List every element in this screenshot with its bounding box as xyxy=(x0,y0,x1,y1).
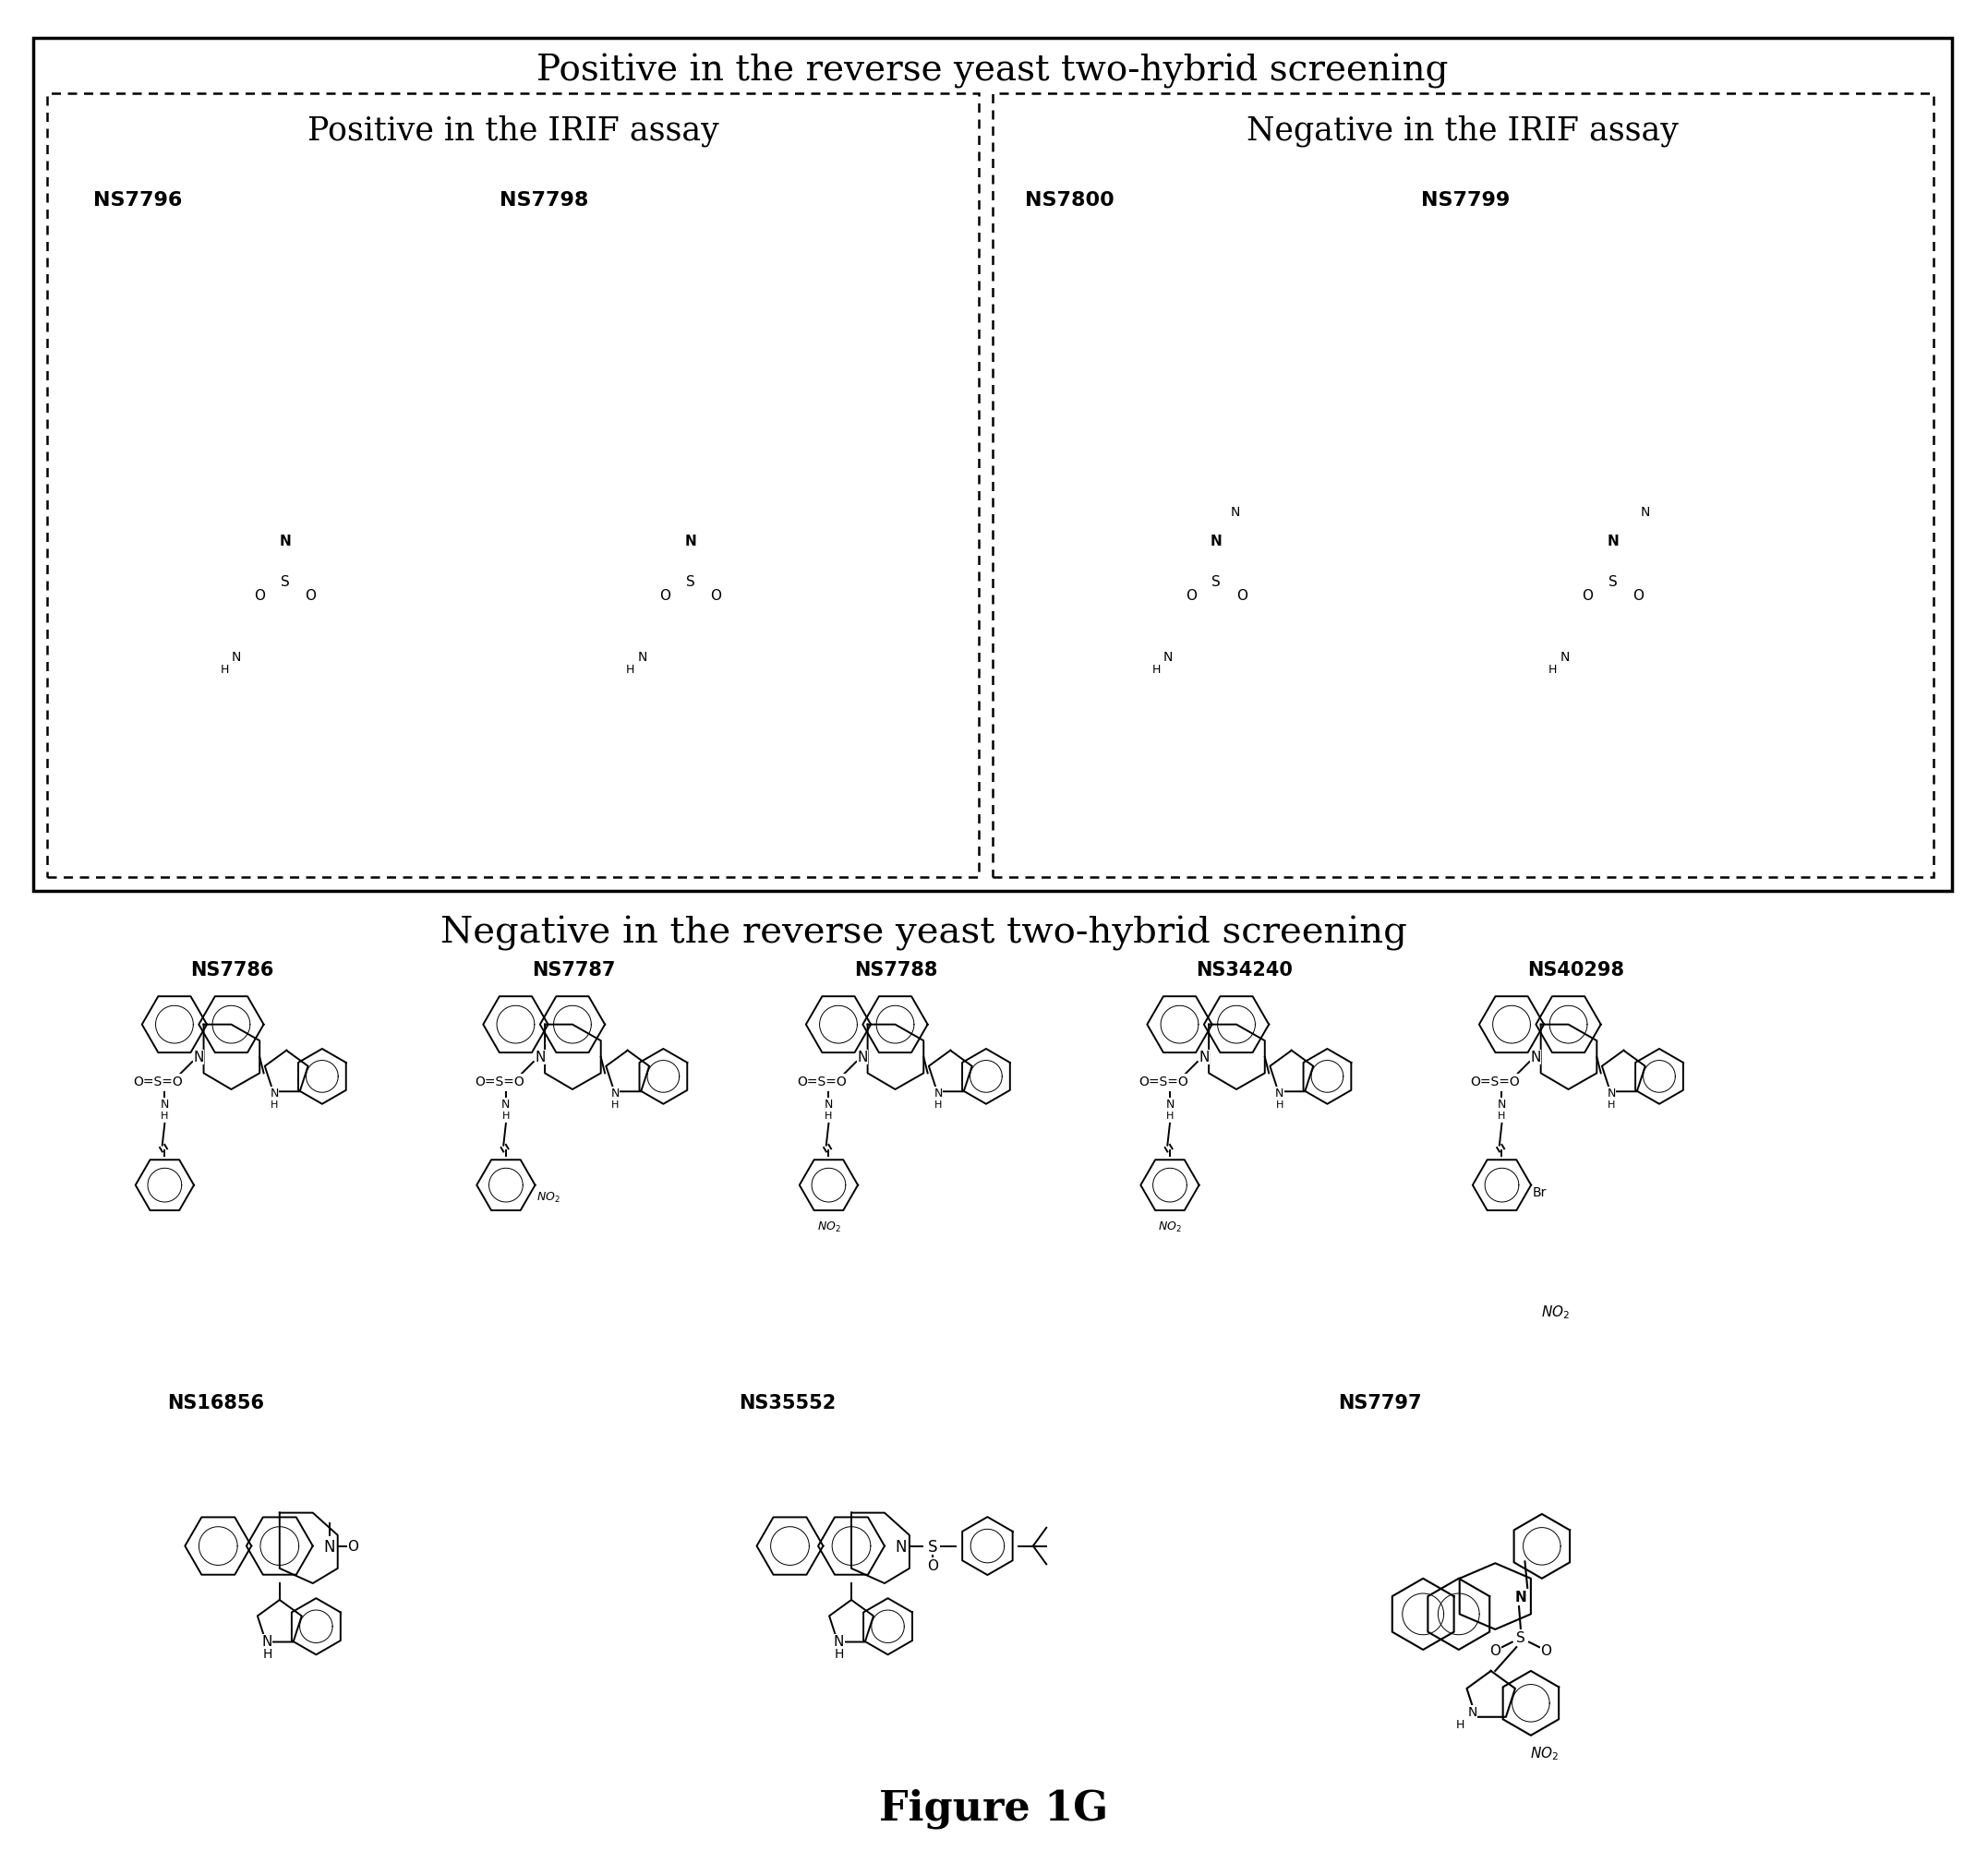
Text: N: N xyxy=(934,1087,942,1099)
Text: NS34240: NS34240 xyxy=(1195,961,1292,979)
Text: NS40298: NS40298 xyxy=(1527,961,1624,979)
Text: O: O xyxy=(304,589,316,603)
Text: $NO_2$: $NO_2$ xyxy=(817,1220,841,1233)
Text: H: H xyxy=(262,1647,272,1660)
Text: N: N xyxy=(833,1634,845,1649)
Text: Negative in the IRIF assay: Negative in the IRIF assay xyxy=(1246,115,1680,146)
Text: S: S xyxy=(1608,576,1618,589)
Text: N: N xyxy=(1467,1705,1477,1718)
Text: N: N xyxy=(270,1087,278,1099)
Text: O: O xyxy=(1632,589,1644,603)
Text: O=S=O: O=S=O xyxy=(797,1075,847,1088)
Text: H: H xyxy=(626,663,634,676)
Text: N: N xyxy=(1165,1098,1175,1111)
Text: H: H xyxy=(825,1111,833,1120)
Text: O: O xyxy=(660,589,670,603)
Text: N: N xyxy=(1211,535,1223,548)
Text: N: N xyxy=(1231,505,1241,518)
Text: N: N xyxy=(895,1538,907,1555)
Text: O: O xyxy=(1489,1644,1501,1657)
Text: NS7797: NS7797 xyxy=(1338,1394,1421,1412)
Text: N: N xyxy=(1163,650,1173,663)
Text: O: O xyxy=(710,589,722,603)
Text: Br: Br xyxy=(1533,1185,1547,1198)
Bar xyxy=(34,39,1952,892)
Bar xyxy=(992,94,1932,877)
Text: NS7787: NS7787 xyxy=(531,961,614,979)
Text: S: S xyxy=(1213,576,1221,589)
Text: N: N xyxy=(324,1538,336,1555)
Text: N: N xyxy=(233,650,241,663)
Text: NS35552: NS35552 xyxy=(740,1394,837,1412)
Text: N: N xyxy=(1531,1050,1541,1064)
Text: H: H xyxy=(1276,1099,1284,1109)
Bar xyxy=(48,94,978,877)
Text: O: O xyxy=(926,1559,938,1571)
Text: H: H xyxy=(1167,1111,1173,1120)
Text: Negative in the reverse yeast two-hybrid screening: Negative in the reverse yeast two-hybrid… xyxy=(439,916,1408,950)
Text: N: N xyxy=(535,1050,545,1064)
Text: O=S=O: O=S=O xyxy=(475,1075,525,1088)
Text: Positive in the reverse yeast two-hybrid screening: Positive in the reverse yeast two-hybrid… xyxy=(537,54,1449,89)
Text: NS7796: NS7796 xyxy=(93,191,183,209)
Text: NS7798: NS7798 xyxy=(499,191,588,209)
Text: O: O xyxy=(1185,589,1197,603)
Text: Figure 1G: Figure 1G xyxy=(879,1788,1107,1829)
Text: O: O xyxy=(254,589,264,603)
Text: H: H xyxy=(270,1099,278,1109)
Text: NS7788: NS7788 xyxy=(855,961,938,979)
Text: O=S=O: O=S=O xyxy=(133,1075,183,1088)
Text: N: N xyxy=(193,1050,205,1064)
Text: N: N xyxy=(825,1098,833,1111)
Text: Positive in the IRIF assay: Positive in the IRIF assay xyxy=(308,115,720,146)
Text: $NO_2$: $NO_2$ xyxy=(537,1190,561,1205)
Text: N: N xyxy=(1515,1590,1527,1603)
Text: N: N xyxy=(1606,1087,1616,1099)
Text: N: N xyxy=(684,535,696,548)
Text: O: O xyxy=(1582,589,1592,603)
Text: N: N xyxy=(1274,1087,1284,1099)
Text: O=S=O: O=S=O xyxy=(1471,1075,1521,1088)
Text: H: H xyxy=(612,1099,620,1109)
Text: NS7800: NS7800 xyxy=(1026,191,1113,209)
Text: S: S xyxy=(928,1538,938,1555)
Text: S: S xyxy=(280,576,290,589)
Text: $NO_2$: $NO_2$ xyxy=(1157,1220,1181,1233)
Text: H: H xyxy=(503,1111,509,1120)
Text: NS16856: NS16856 xyxy=(167,1394,264,1412)
Text: H: H xyxy=(221,663,229,676)
Text: N: N xyxy=(161,1098,169,1111)
Text: N: N xyxy=(1199,1050,1209,1064)
Text: H: H xyxy=(934,1099,942,1109)
Text: N: N xyxy=(610,1087,620,1099)
Text: N: N xyxy=(278,535,290,548)
Text: $NO_2$: $NO_2$ xyxy=(1541,1303,1571,1320)
Text: NS7799: NS7799 xyxy=(1421,191,1511,209)
Text: N: N xyxy=(501,1098,511,1111)
Text: O: O xyxy=(348,1540,358,1553)
Text: NS7786: NS7786 xyxy=(191,961,274,979)
Text: N: N xyxy=(1606,535,1618,548)
Text: O=S=O: O=S=O xyxy=(1139,1075,1189,1088)
Text: H: H xyxy=(1549,663,1557,676)
Text: N: N xyxy=(1497,1098,1507,1111)
Text: N: N xyxy=(1561,650,1569,663)
Text: H: H xyxy=(1455,1718,1465,1731)
Text: O: O xyxy=(1237,589,1246,603)
Text: H: H xyxy=(1608,1099,1616,1109)
Text: S: S xyxy=(686,576,696,589)
Text: H: H xyxy=(835,1647,843,1660)
Text: N: N xyxy=(1640,505,1650,518)
Text: H: H xyxy=(1499,1111,1505,1120)
Text: N: N xyxy=(857,1050,869,1064)
Text: H: H xyxy=(1151,663,1161,676)
Text: N: N xyxy=(638,650,648,663)
Text: O: O xyxy=(1541,1644,1553,1657)
Text: H: H xyxy=(161,1111,169,1120)
Text: S: S xyxy=(1517,1631,1525,1644)
Text: N: N xyxy=(262,1634,272,1649)
Text: $NO_2$: $NO_2$ xyxy=(1531,1744,1559,1762)
